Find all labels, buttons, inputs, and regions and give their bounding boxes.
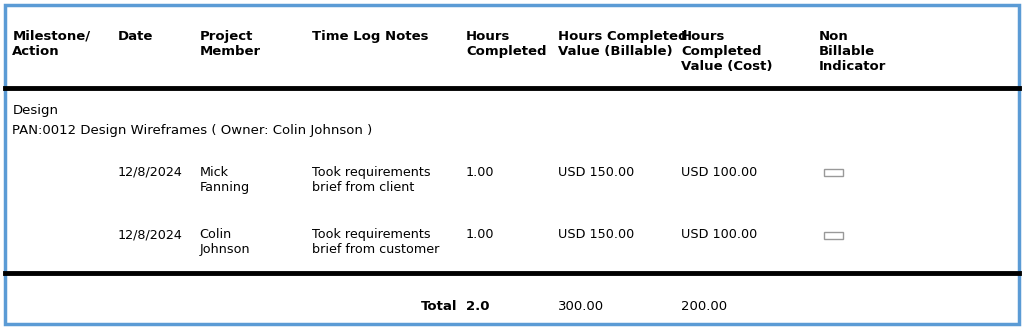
Text: 200.00: 200.00 [681,300,727,312]
Text: Hours Completed
Value (Billable): Hours Completed Value (Billable) [558,30,687,58]
Text: USD 100.00: USD 100.00 [681,228,757,241]
Text: Mick
Fanning: Mick Fanning [200,166,250,194]
Text: 300.00: 300.00 [558,300,604,312]
Text: 2.0: 2.0 [466,300,489,312]
Text: Took requirements
brief from client: Took requirements brief from client [312,166,431,194]
Text: Colin
Johnson: Colin Johnson [200,228,250,257]
Text: Hours
Completed: Hours Completed [466,30,547,58]
Text: 1.00: 1.00 [466,166,495,178]
Text: Non
Billable
Indicator: Non Billable Indicator [819,30,887,73]
Text: Project
Member: Project Member [200,30,261,58]
Text: Milestone/
Action: Milestone/ Action [12,30,90,58]
Text: Date: Date [118,30,154,43]
Text: Total: Total [421,300,458,312]
Bar [824,169,844,176]
Text: Design: Design [12,104,58,117]
Text: Hours
Completed
Value (Cost): Hours Completed Value (Cost) [681,30,772,73]
Text: USD 150.00: USD 150.00 [558,166,634,178]
Bar [824,232,844,239]
Text: Time Log Notes: Time Log Notes [312,30,429,43]
Text: 1.00: 1.00 [466,228,495,241]
Text: PAN:0012 Design Wireframes ( Owner: Colin Johnson ): PAN:0012 Design Wireframes ( Owner: Coli… [12,124,373,137]
Text: 12/8/2024: 12/8/2024 [118,166,182,178]
Text: Took requirements
brief from customer: Took requirements brief from customer [312,228,439,257]
Text: USD 150.00: USD 150.00 [558,228,634,241]
Text: USD 100.00: USD 100.00 [681,166,757,178]
Text: 12/8/2024: 12/8/2024 [118,228,182,241]
